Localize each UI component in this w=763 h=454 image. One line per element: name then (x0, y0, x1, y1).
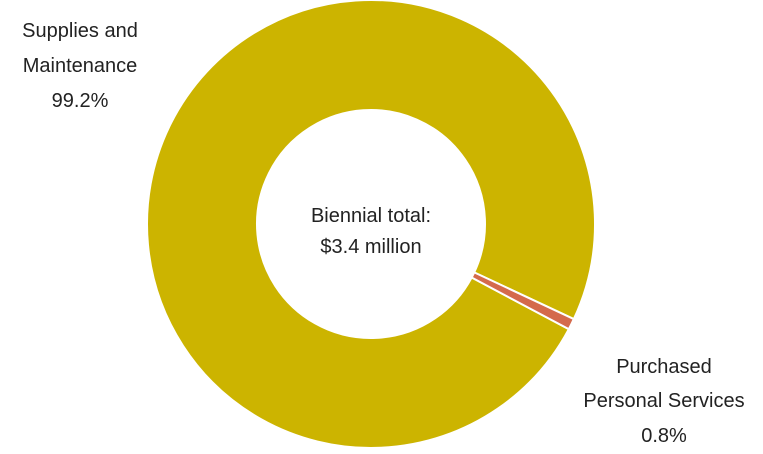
donut-slice-supplies-and-maintenance (146, 0, 596, 449)
donut-slice-purchased-personal-services (470, 271, 576, 331)
slice-label-purchased-percent: 0.8% (641, 425, 687, 447)
slice-label-purchased-line-2: Personal Services (583, 390, 744, 412)
slice-label-supplies-and-maintenance: Supplies and Maintenance 99.2% (22, 20, 138, 112)
center-label-line-1: Biennial total: (311, 205, 431, 227)
center-label-line-2: $3.4 million (320, 236, 421, 258)
slice-label-supplies-line-1: Supplies and (22, 20, 138, 42)
slice-label-supplies-line-2: Maintenance (23, 55, 138, 77)
slice-label-supplies-percent: 99.2% (52, 90, 109, 112)
slice-label-purchased-personal-services: Purchased Personal Services 0.8% (583, 356, 744, 447)
slice-label-purchased-line-1: Purchased (616, 356, 712, 378)
donut-slices (146, 0, 596, 449)
center-label: Biennial total: $3.4 million (311, 205, 431, 258)
